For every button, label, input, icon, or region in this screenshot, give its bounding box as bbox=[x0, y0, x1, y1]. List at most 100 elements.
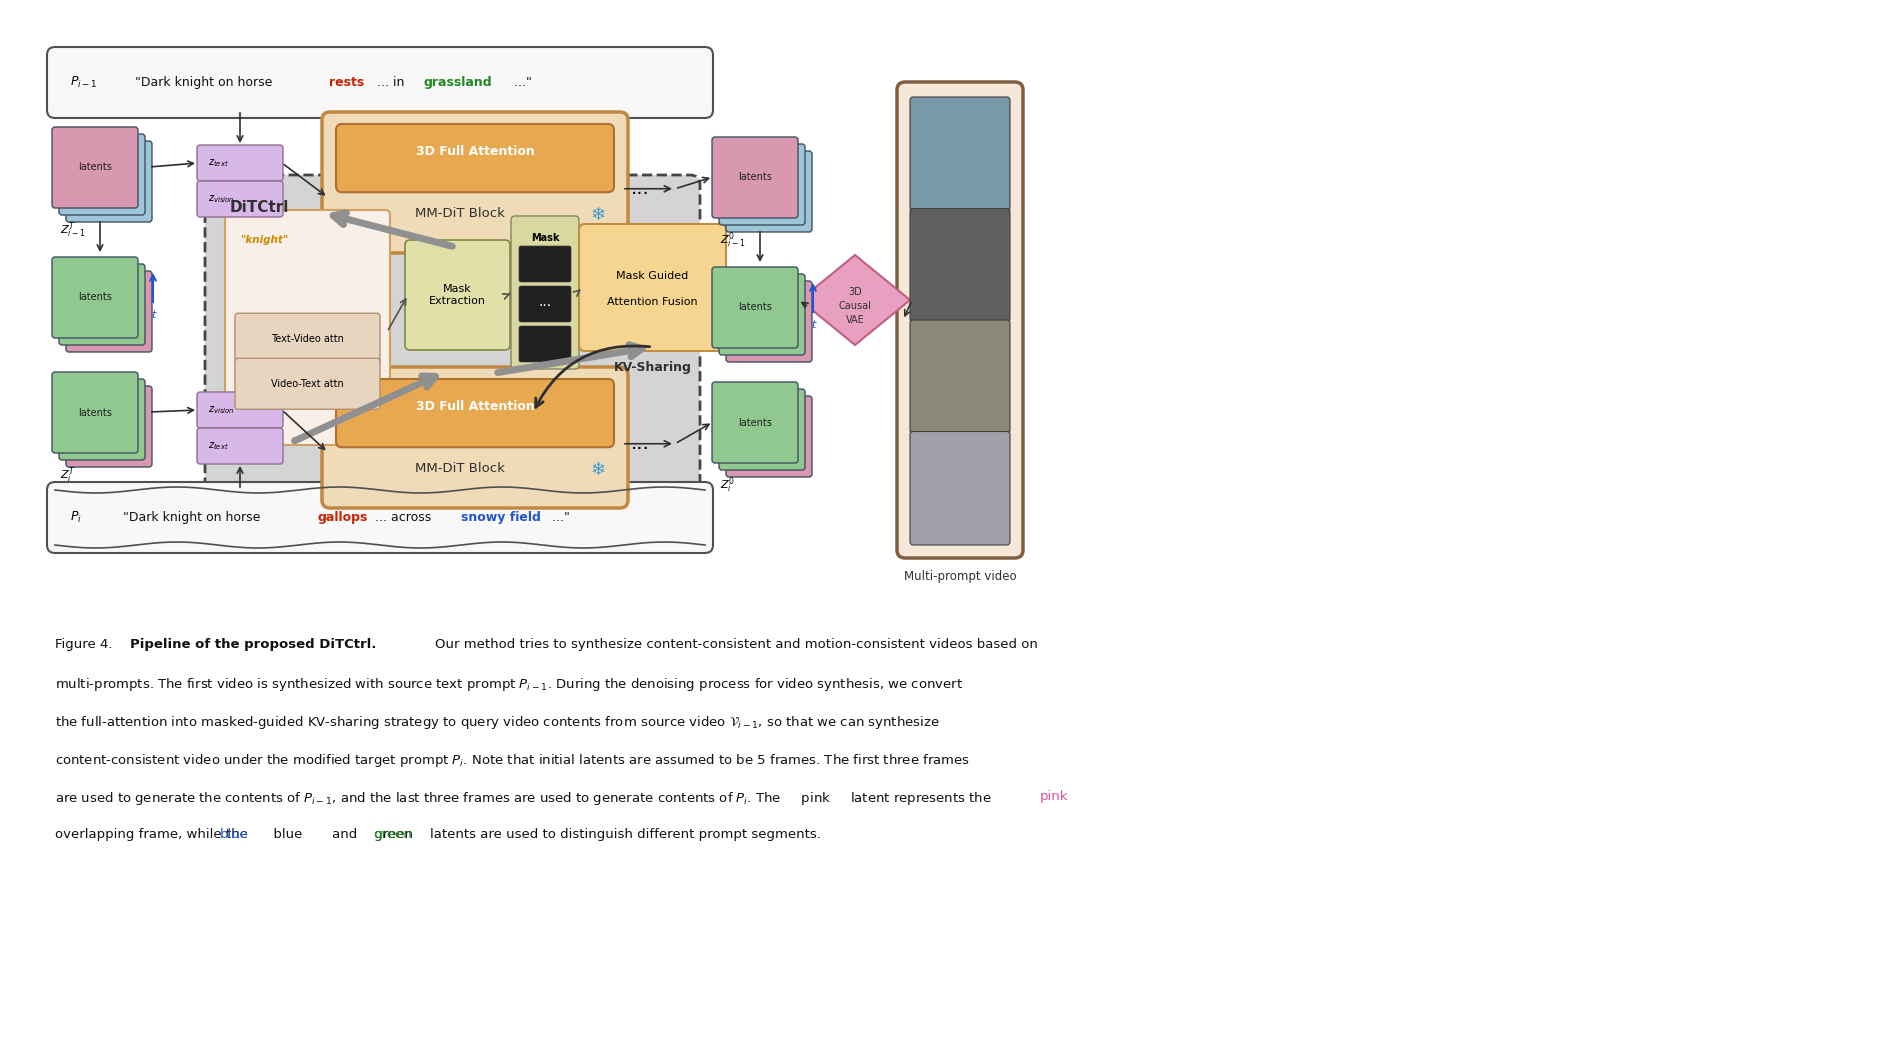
FancyBboxPatch shape bbox=[196, 181, 283, 217]
Text: Video-Text attn: Video-Text attn bbox=[272, 379, 344, 388]
Text: $P_{i-1}$: $P_{i-1}$ bbox=[70, 74, 98, 90]
Text: 3D: 3D bbox=[848, 287, 863, 297]
FancyBboxPatch shape bbox=[727, 151, 812, 232]
Text: Text-Video attn: Text-Video attn bbox=[272, 334, 344, 344]
FancyBboxPatch shape bbox=[712, 382, 799, 463]
Text: $P_i$: $P_i$ bbox=[70, 510, 81, 525]
Text: $z_{text}$: $z_{text}$ bbox=[208, 440, 228, 452]
Text: $Z^0_i$: $Z^0_i$ bbox=[719, 475, 734, 495]
Text: $z_{text}$: $z_{text}$ bbox=[208, 157, 228, 169]
FancyBboxPatch shape bbox=[66, 142, 153, 222]
FancyBboxPatch shape bbox=[234, 313, 379, 364]
FancyBboxPatch shape bbox=[727, 396, 812, 477]
FancyBboxPatch shape bbox=[196, 428, 283, 464]
Text: latents: latents bbox=[77, 408, 111, 417]
FancyBboxPatch shape bbox=[53, 127, 138, 207]
Text: the full-attention into masked-guided KV-sharing strategy to query video content: the full-attention into masked-guided KV… bbox=[55, 714, 940, 731]
FancyBboxPatch shape bbox=[196, 392, 283, 428]
Text: t: t bbox=[151, 310, 155, 320]
Text: green: green bbox=[374, 828, 412, 841]
Text: ❄: ❄ bbox=[591, 461, 606, 479]
FancyBboxPatch shape bbox=[727, 281, 812, 362]
FancyBboxPatch shape bbox=[234, 359, 379, 410]
Text: gallops: gallops bbox=[317, 511, 368, 523]
FancyBboxPatch shape bbox=[323, 367, 629, 508]
Text: MM-DiT Block: MM-DiT Block bbox=[415, 207, 504, 220]
Text: Mask: Mask bbox=[531, 233, 559, 243]
FancyBboxPatch shape bbox=[519, 286, 570, 322]
Text: latents: latents bbox=[738, 172, 772, 183]
FancyBboxPatch shape bbox=[519, 246, 570, 282]
FancyBboxPatch shape bbox=[206, 174, 700, 495]
FancyBboxPatch shape bbox=[225, 210, 391, 445]
FancyBboxPatch shape bbox=[66, 271, 153, 352]
Text: latents: latents bbox=[77, 163, 111, 172]
Text: KV-Sharing: KV-Sharing bbox=[614, 361, 691, 373]
Text: ... in: ... in bbox=[374, 76, 408, 89]
Text: content-consistent video under the modified target prompt $P_i$. Note that initi: content-consistent video under the modif… bbox=[55, 752, 970, 769]
Text: Figure 4.: Figure 4. bbox=[55, 638, 113, 651]
FancyBboxPatch shape bbox=[512, 216, 580, 369]
FancyBboxPatch shape bbox=[910, 432, 1010, 545]
FancyBboxPatch shape bbox=[336, 379, 614, 447]
Text: $z_{vision}$: $z_{vision}$ bbox=[208, 193, 234, 205]
Text: latents: latents bbox=[738, 302, 772, 313]
Text: ...": ..." bbox=[548, 511, 570, 523]
FancyBboxPatch shape bbox=[336, 124, 614, 193]
FancyBboxPatch shape bbox=[712, 267, 799, 348]
FancyBboxPatch shape bbox=[47, 47, 714, 118]
FancyBboxPatch shape bbox=[47, 482, 714, 553]
FancyBboxPatch shape bbox=[53, 372, 138, 453]
FancyBboxPatch shape bbox=[406, 240, 510, 350]
FancyBboxPatch shape bbox=[910, 320, 1010, 433]
Text: 3D Full Attention: 3D Full Attention bbox=[415, 400, 534, 413]
Text: Attention Fusion: Attention Fusion bbox=[608, 298, 699, 307]
FancyBboxPatch shape bbox=[59, 134, 145, 215]
Text: $Z^T_{i-1}$: $Z^T_{i-1}$ bbox=[60, 220, 85, 239]
Text: ...: ... bbox=[631, 179, 649, 198]
FancyBboxPatch shape bbox=[519, 326, 570, 362]
Text: Mask
Extraction: Mask Extraction bbox=[429, 284, 485, 305]
Text: VAE: VAE bbox=[846, 315, 865, 325]
Text: DiTCtrl: DiTCtrl bbox=[230, 200, 289, 215]
FancyBboxPatch shape bbox=[66, 386, 153, 467]
Text: pink: pink bbox=[1040, 789, 1069, 803]
FancyBboxPatch shape bbox=[897, 82, 1023, 558]
Text: $Z^0_{i-1}$: $Z^0_{i-1}$ bbox=[719, 230, 746, 250]
FancyBboxPatch shape bbox=[59, 379, 145, 460]
Text: are used to generate the contents of $P_{i-1}$, and the last three frames are us: are used to generate the contents of $P_… bbox=[55, 789, 991, 807]
Text: "Dark knight on horse: "Dark knight on horse bbox=[123, 511, 264, 523]
Text: ...: ... bbox=[538, 296, 551, 310]
Text: Our method tries to synthesize content-consistent and motion-consistent videos b: Our method tries to synthesize content-c… bbox=[434, 638, 1038, 651]
Text: $Z^T_i$: $Z^T_i$ bbox=[60, 465, 76, 484]
Text: overlapping frame, while the      blue       and    green    latents are used to: overlapping frame, while the blue and gr… bbox=[55, 828, 821, 841]
Text: latents: latents bbox=[77, 293, 111, 302]
FancyBboxPatch shape bbox=[910, 209, 1010, 322]
Text: Multi-prompt video: Multi-prompt video bbox=[904, 570, 1016, 583]
Text: latents: latents bbox=[738, 417, 772, 428]
FancyBboxPatch shape bbox=[53, 257, 138, 338]
FancyBboxPatch shape bbox=[196, 145, 283, 181]
FancyBboxPatch shape bbox=[580, 225, 727, 351]
Text: rests: rests bbox=[329, 76, 364, 89]
Text: Pipeline of the proposed DiTCtrl.: Pipeline of the proposed DiTCtrl. bbox=[130, 638, 376, 651]
Text: ... across: ... across bbox=[372, 511, 436, 523]
Text: MM-DiT Block: MM-DiT Block bbox=[415, 462, 504, 476]
FancyBboxPatch shape bbox=[910, 97, 1010, 211]
Text: multi-prompts. The first video is synthesized with source text prompt $P_{i-1}$.: multi-prompts. The first video is synthe… bbox=[55, 676, 963, 693]
FancyBboxPatch shape bbox=[719, 144, 804, 225]
Text: ...: ... bbox=[631, 434, 649, 453]
FancyBboxPatch shape bbox=[712, 137, 799, 218]
Text: $z_{vision}$: $z_{vision}$ bbox=[208, 404, 234, 416]
Text: "Dark knight on horse: "Dark knight on horse bbox=[136, 76, 276, 89]
Text: Causal: Causal bbox=[838, 301, 872, 311]
Text: snowy field: snowy field bbox=[461, 511, 540, 523]
Text: blue: blue bbox=[221, 828, 249, 841]
FancyBboxPatch shape bbox=[59, 264, 145, 345]
Text: t: t bbox=[810, 320, 816, 330]
Polygon shape bbox=[801, 255, 910, 345]
Text: "knight": "knight" bbox=[240, 235, 289, 245]
FancyBboxPatch shape bbox=[323, 112, 629, 253]
Text: Mask Guided: Mask Guided bbox=[615, 271, 689, 281]
Text: ❄: ❄ bbox=[591, 206, 606, 225]
